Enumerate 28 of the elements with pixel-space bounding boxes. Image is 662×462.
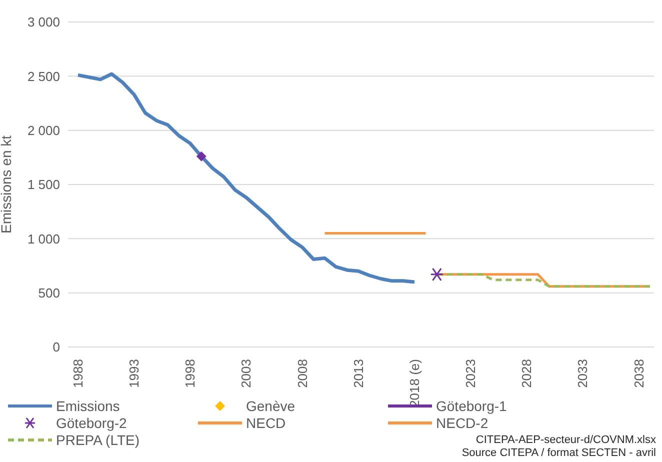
x-tick-label: 2023 (463, 359, 478, 388)
y-tick-label: 1 000 (27, 231, 60, 246)
y-tick-label: 3 000 (27, 14, 60, 30)
legend-label: Göteborg-2 (56, 414, 127, 430)
legend-label: PREPA (LTE) (56, 432, 140, 448)
y-tick-label: 2 500 (27, 68, 60, 84)
x-tick-label: 1998 (182, 359, 198, 388)
y-axis-title: Emissions en kt (0, 135, 14, 234)
legend-label: Emissions (56, 398, 120, 414)
line-series (76, 72, 416, 284)
source-note: Source CITEPA / format SECTEN - avril (462, 447, 656, 460)
x-tick-label: 2003 (238, 359, 254, 388)
legend-label: Göteborg-1 (436, 398, 507, 414)
text: CITEPA-AEP-secteur-d/COVNM.xlsx (474, 434, 656, 447)
y-tick-label: 2 000 (27, 122, 60, 138)
legend-label: NECD-2 (436, 414, 488, 430)
x-tick-label: 1993 (126, 359, 142, 388)
x-tick-label: 1988 (70, 359, 86, 388)
legend-label: Genève (246, 398, 296, 414)
legend-label: NECD (246, 414, 286, 430)
x-tick-label: 2008 (294, 359, 310, 388)
x-tick-label: 2028 (519, 359, 534, 388)
y-tick-label: 500 (38, 285, 60, 300)
y-tick-label: 0 (52, 340, 60, 355)
y-tick-label: 1 500 (27, 177, 60, 192)
x-tick-label: 2038 (631, 359, 646, 388)
x-tick-label: 2013 (350, 359, 366, 388)
x-tick-label: 2033 (575, 359, 590, 388)
